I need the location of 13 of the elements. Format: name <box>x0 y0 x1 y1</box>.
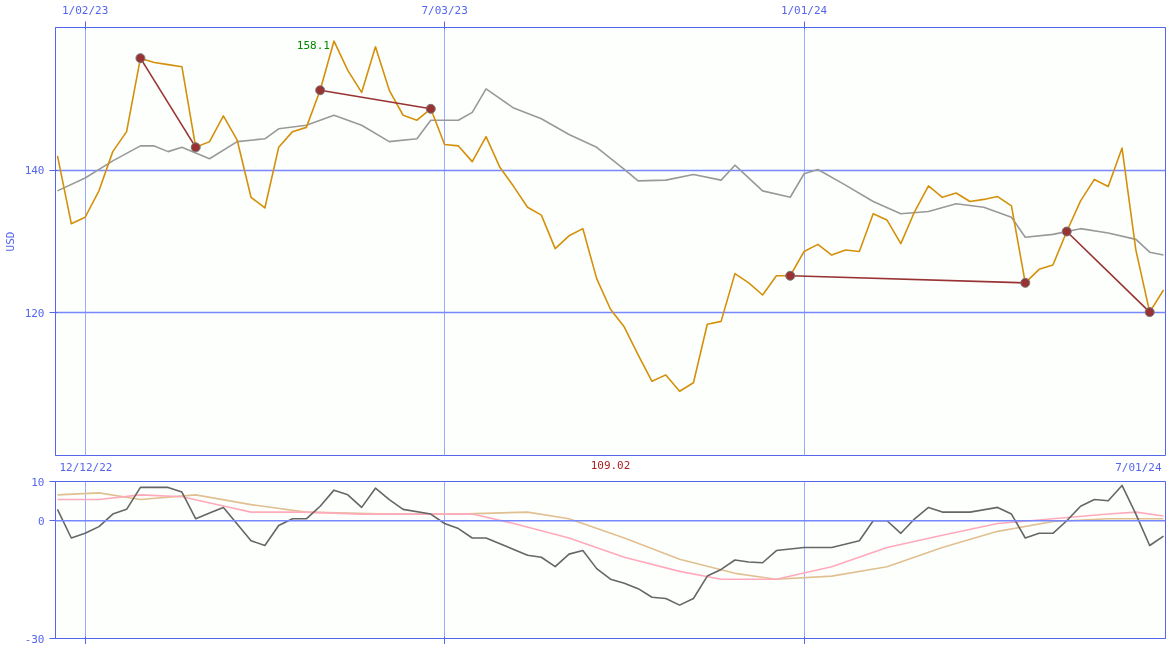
x-tick-label: 7/03/23 <box>421 3 468 17</box>
y-tick-label: 0 <box>37 514 45 528</box>
x-tick-label: 1/02/23 <box>61 3 109 17</box>
annotation: 158.1 <box>296 39 330 53</box>
y-tick-label: 120 <box>24 306 45 320</box>
text: 12/12/22 <box>59 460 113 474</box>
text: 7/01/24 <box>1115 460 1162 474</box>
y-tick-label: -30 <box>24 632 45 646</box>
y-axis-title: USD <box>3 231 17 252</box>
x-tick-label: 1/01/24 <box>780 3 828 17</box>
text: 109.02 <box>590 458 631 472</box>
y-tick-label: 140 <box>24 164 45 178</box>
y-tick-label: 10 <box>31 475 45 489</box>
